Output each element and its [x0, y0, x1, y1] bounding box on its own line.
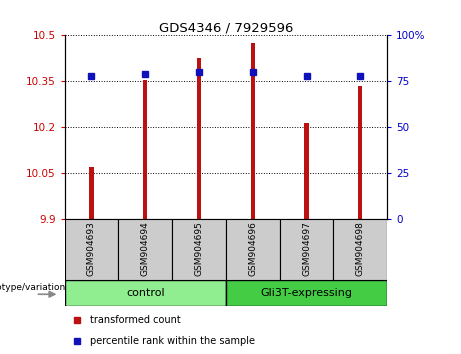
- Text: GSM904696: GSM904696: [248, 221, 257, 276]
- Bar: [118, 219, 172, 280]
- Bar: [172, 219, 226, 280]
- Bar: [251, 43, 255, 219]
- Bar: [358, 86, 362, 219]
- Title: GDS4346 / 7929596: GDS4346 / 7929596: [159, 21, 293, 34]
- Text: transformed count: transformed count: [90, 315, 181, 325]
- Bar: [197, 58, 201, 219]
- Text: GSM904698: GSM904698: [356, 221, 365, 276]
- Bar: [226, 219, 280, 280]
- Text: percentile rank within the sample: percentile rank within the sample: [90, 336, 255, 346]
- Text: GSM904697: GSM904697: [302, 221, 311, 276]
- Text: control: control: [126, 288, 165, 298]
- Bar: [333, 219, 387, 280]
- Text: GSM904695: GSM904695: [195, 221, 203, 276]
- Bar: [280, 219, 333, 280]
- Bar: [226, 280, 387, 306]
- Text: Gli3T-expressing: Gli3T-expressing: [260, 288, 353, 298]
- Bar: [65, 219, 118, 280]
- Text: genotype/variation: genotype/variation: [0, 282, 66, 292]
- Text: GSM904694: GSM904694: [141, 221, 150, 276]
- Bar: [143, 80, 148, 219]
- Text: GSM904693: GSM904693: [87, 221, 96, 276]
- Bar: [304, 123, 309, 219]
- Bar: [89, 167, 94, 219]
- Bar: [65, 280, 226, 306]
